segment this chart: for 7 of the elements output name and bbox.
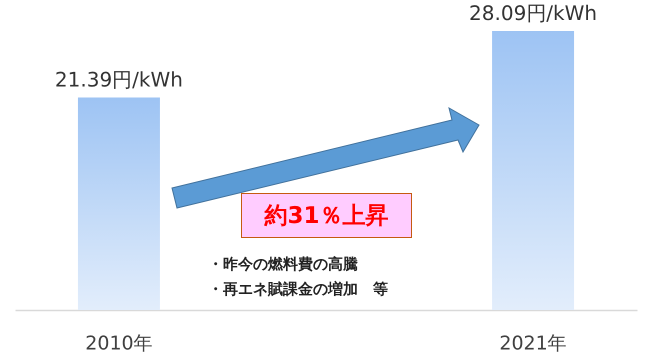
x-tick-label: 2021年 <box>499 332 567 354</box>
annotation: ・再エネ賦課金の増加 等 <box>208 280 388 299</box>
x-tick-label: 2010年 <box>85 332 153 354</box>
annotation: 約31％上昇 <box>241 193 412 238</box>
annotation: ・昨今の燃料費の高騰 <box>208 255 358 274</box>
data-label: 28.09円/kWh <box>469 1 598 25</box>
data-label: 21.39円/kWh <box>54 68 183 92</box>
